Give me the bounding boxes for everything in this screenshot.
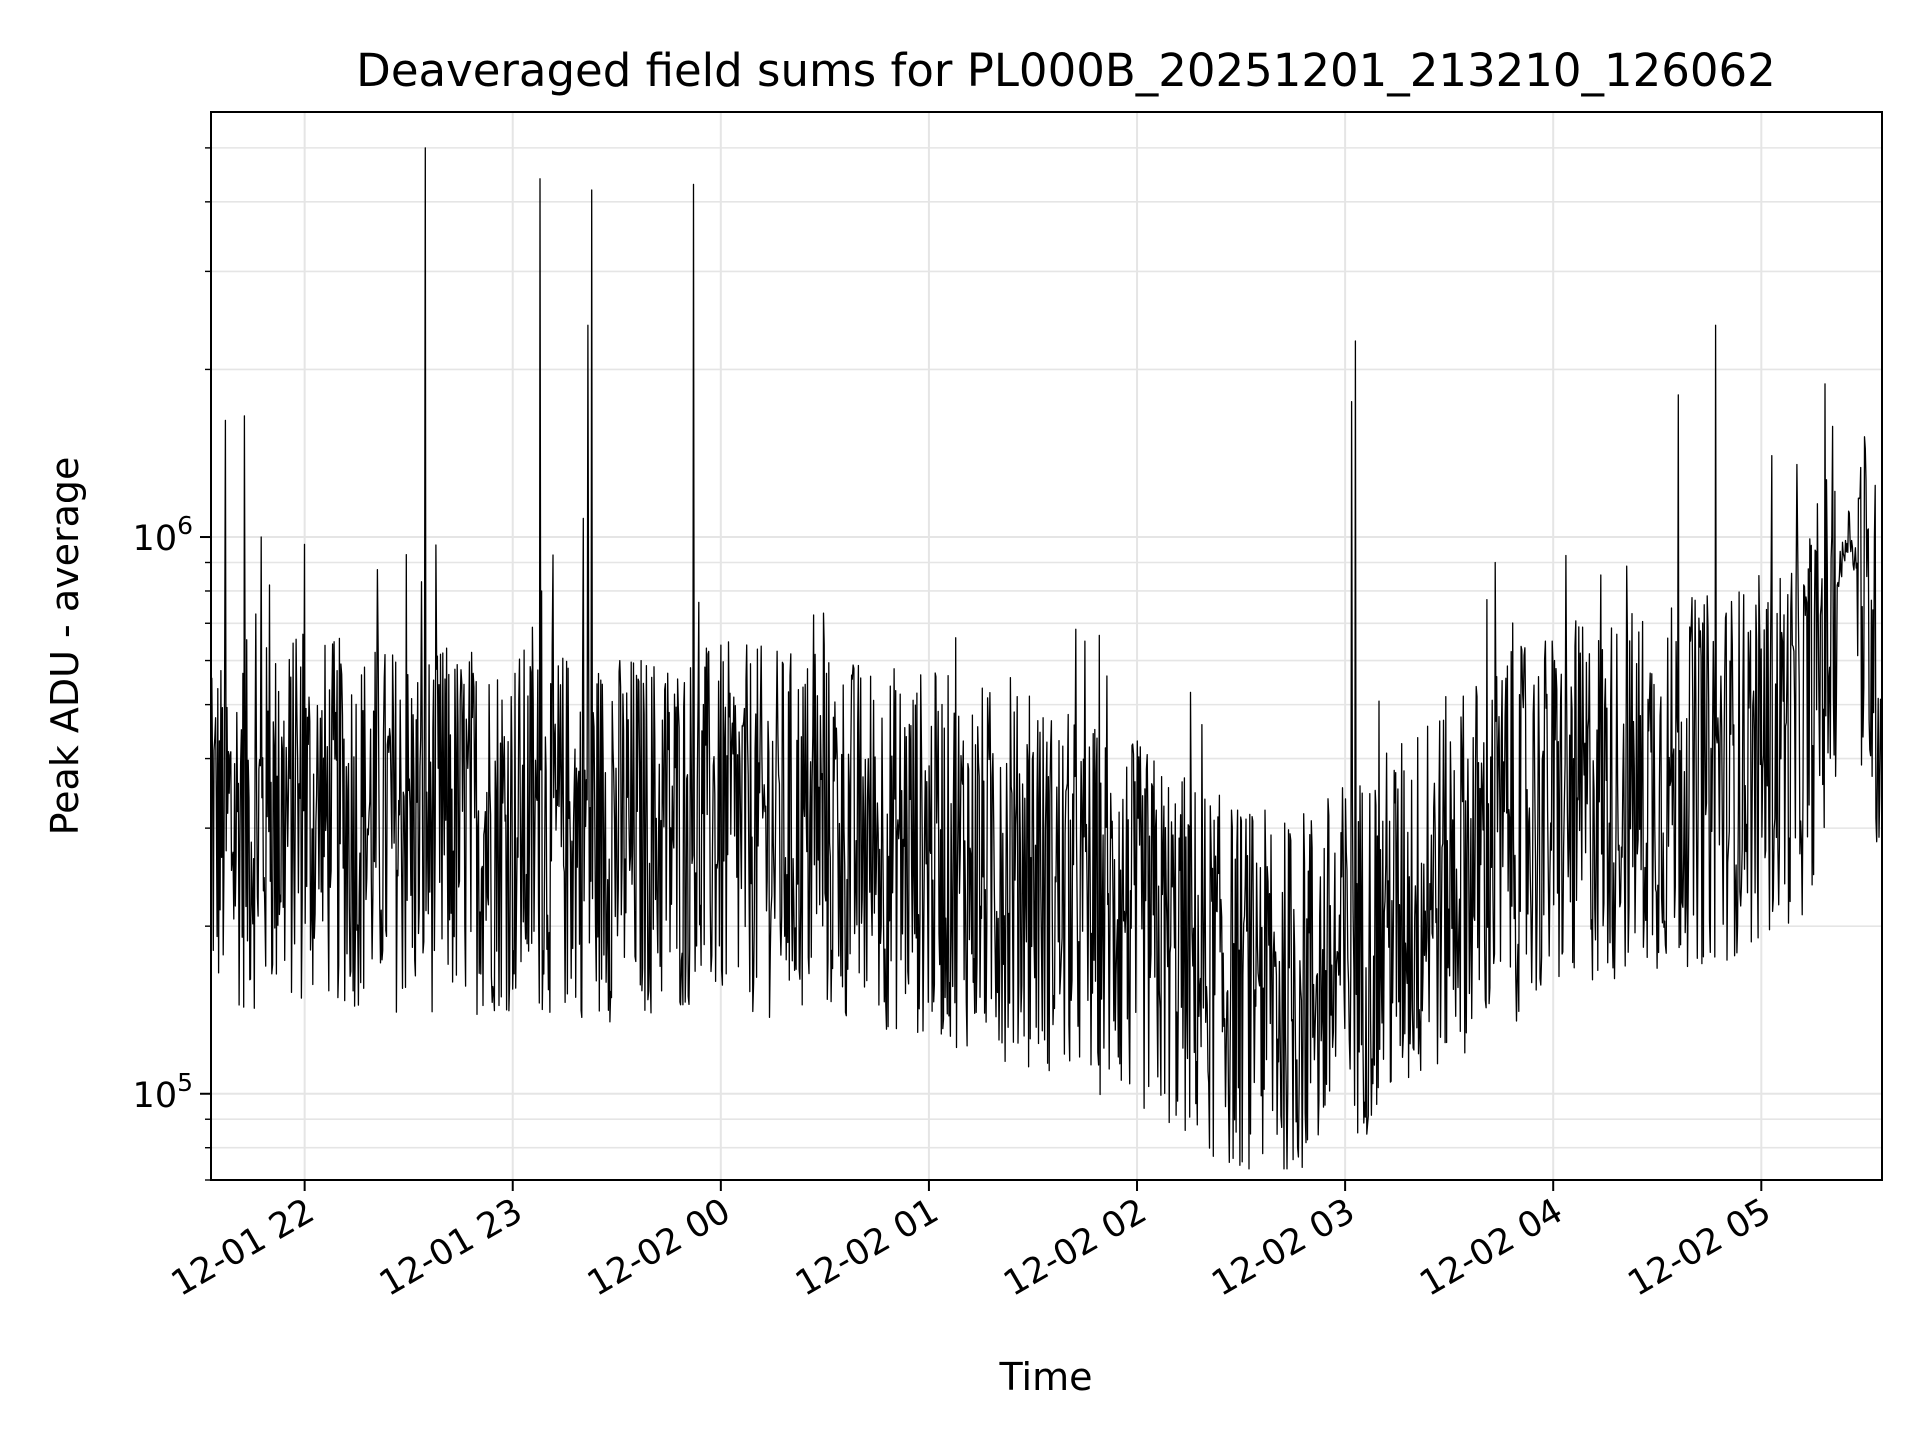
grid-lines — [211, 112, 1882, 1181]
x-axis-label: Time — [999, 1355, 1093, 1399]
y-tick-label: 106 — [133, 511, 193, 559]
series-group — [210, 147, 1883, 1170]
plot-frame — [210, 111, 1883, 1181]
plot-area — [210, 111, 1883, 1181]
series-line — [210, 147, 1883, 1170]
chart-title: Deaveraged field sums for PL000B_2025120… — [356, 44, 1776, 97]
y-axis-label: Peak ADU - average — [43, 457, 87, 836]
y-tick-label: 105 — [133, 1068, 193, 1116]
y-axis: 105 106 — [133, 147, 211, 1181]
